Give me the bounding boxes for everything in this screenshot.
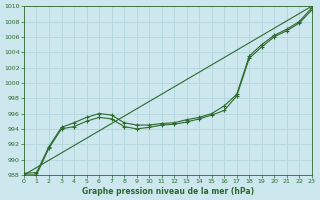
X-axis label: Graphe pression niveau de la mer (hPa): Graphe pression niveau de la mer (hPa)	[82, 187, 254, 196]
